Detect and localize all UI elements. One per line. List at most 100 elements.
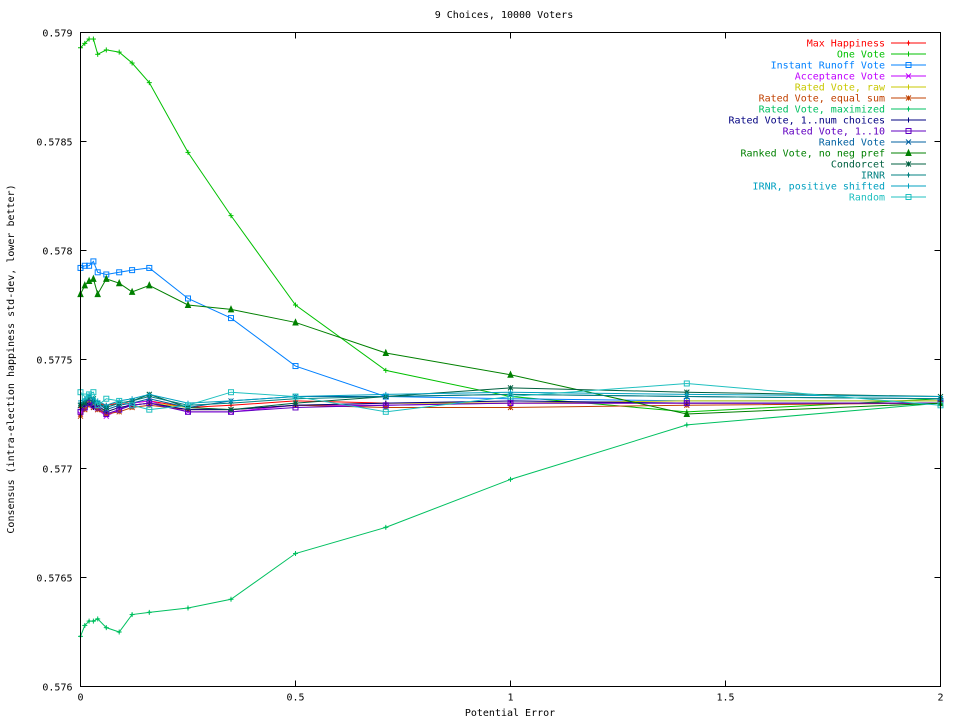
legend-marker [906,40,911,46]
data-point [128,287,136,295]
data-point [684,391,690,397]
data-point [95,51,101,57]
data-point [129,267,136,274]
legend-item: Max Happiness [807,39,926,50]
data-point [103,47,109,53]
x-tick-label: 1 [507,693,513,704]
legend-label: Random [849,193,885,204]
y-tick-label: 0.577 [42,465,72,476]
legend-marker [906,106,911,112]
data-point [90,258,97,265]
legend-marker [905,73,912,79]
data-point [185,402,191,409]
data-point [228,315,234,322]
data-point [115,278,123,287]
data-point [81,281,89,289]
legend-item: Ranked Vote, no neg pref [741,148,926,160]
legend-marker [905,161,912,167]
legend-label: Rated Vote, raw [795,83,886,94]
data-point [683,400,690,407]
legend-marker [905,194,912,200]
data-point [86,262,93,269]
legend-marker [905,148,912,156]
y-axis-label: Consensus (intra-election happiness std-… [6,184,17,533]
legend-marker [905,128,912,134]
data-point [116,629,122,635]
legend-marker [906,84,911,90]
data-point [95,616,101,622]
data-point [90,618,96,624]
legend-label: Rated Vote, 1..10 [783,127,885,138]
data-point [146,281,153,289]
data-point [228,398,234,404]
data-point [293,302,298,308]
legend-item: Instant Runoff Vote [771,61,926,72]
data-point [383,524,389,530]
data-point [116,406,123,413]
data-point [228,389,234,396]
legend-marker [906,51,911,57]
legend-label: IRNR, positive shifted [753,182,885,193]
data-point [94,289,101,298]
data-point [146,264,153,271]
data-point [94,269,101,276]
data-point [507,384,514,391]
x-tick-label: 0 [77,693,83,704]
legend-item: Rated Vote, raw [795,83,926,94]
data-point [185,149,191,155]
legend-label: IRNR [861,171,886,182]
legend-item: Rated Vote, 1..num choices [728,116,926,127]
y-tick-label: 0.579 [42,29,72,40]
series-14 [77,380,944,415]
legend-item: Acceptance Vote [795,72,926,83]
legend-item: IRNR [861,171,926,182]
data-point [228,596,234,602]
legend-marker [905,95,912,101]
data-point [293,551,298,557]
legend-marker [906,117,911,123]
data-point [129,396,135,402]
legend-item: Rated Vote, maximized [759,105,926,116]
data-point [292,363,299,370]
data-point [382,348,390,356]
data-point [90,389,97,396]
data-point [684,422,690,428]
data-point [82,40,88,46]
data-point [146,400,153,407]
data-point [508,476,513,482]
legend-label: Rated Vote, 1..num choices [728,116,885,127]
data-point [129,60,135,66]
data-point [292,393,299,400]
data-point [146,609,152,615]
legend-label: Acceptance Vote [795,72,885,83]
data-point [383,367,389,373]
data-point [507,370,514,378]
legend-marker [906,183,911,189]
legend-item: Rated Vote, 1..10 [783,127,926,138]
legend-label: Ranked Vote, no neg pref [741,149,886,160]
legend-label: Ranked Vote [819,138,885,149]
data-point [90,36,96,42]
data-point [382,408,389,415]
data-point [228,406,234,413]
data-point [185,605,191,611]
data-point [82,622,88,628]
data-point [129,402,136,409]
data-point [103,625,109,631]
legend-item: One Vote [837,50,926,61]
data-point [116,269,123,276]
data-point [184,300,192,308]
data-point [146,80,152,86]
data-point [129,612,135,618]
series-line [80,387,941,411]
legend-item: Rated Vote, equal sum [759,94,926,105]
data-point [94,402,101,409]
legend-label: Rated Vote, maximized [759,105,885,116]
data-point [292,400,299,406]
plot-frame [80,32,941,687]
data-point [116,49,122,55]
data-point [507,393,514,400]
